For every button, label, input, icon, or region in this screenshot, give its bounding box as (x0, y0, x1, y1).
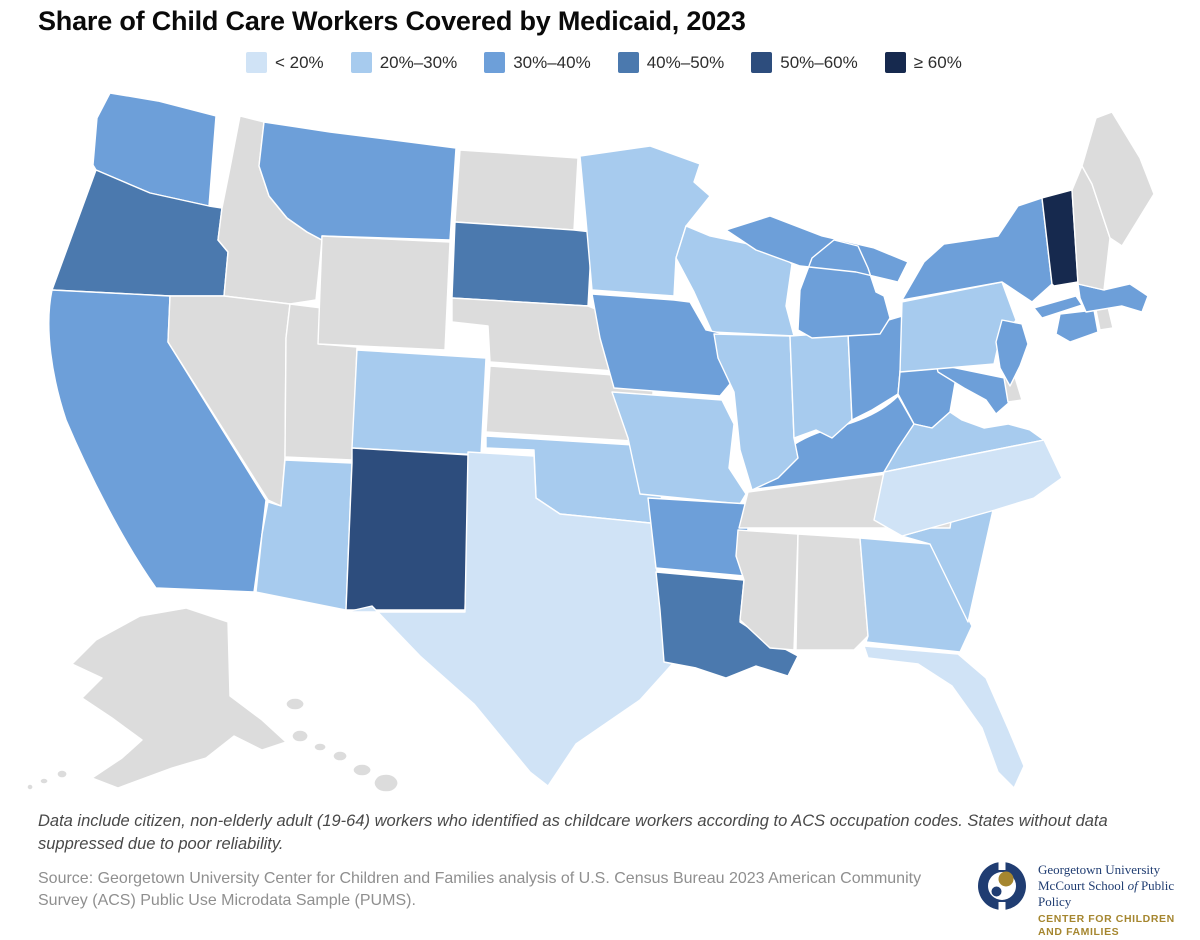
legend-swatch (246, 52, 267, 73)
state-AL[interactable] (795, 533, 869, 651)
logo-org-line1: Georgetown University (1038, 862, 1161, 877)
state-VT[interactable] (1041, 189, 1079, 287)
logo-org-line2: McCourt School of Public Policy (1038, 877, 1175, 909)
state-VA[interactable] (883, 411, 1045, 473)
legend-label: 30%–40% (513, 52, 591, 72)
legend-item-50-60: 50%–60% (751, 52, 858, 73)
state-NJ[interactable] (995, 319, 1029, 387)
state-ME[interactable] (1081, 111, 1155, 247)
state-NC[interactable] (873, 439, 1063, 537)
legend-swatch (350, 52, 372, 73)
state-AR[interactable] (647, 497, 751, 577)
legend-item-gte60: ≥ 60% (884, 52, 962, 73)
legend-item-30-40: 30%–40% (484, 52, 591, 73)
state-NY[interactable] (901, 197, 1083, 319)
legend-item-20-30: 20%–30% (350, 52, 458, 73)
org-logo: Georgetown University McCourt School of … (976, 860, 1200, 940)
georgetown-ccf-logo-icon (978, 860, 1026, 912)
state-HI[interactable] (285, 697, 399, 793)
state-SD[interactable] (451, 221, 593, 307)
logo-center-line1: CENTER FOR CHILDREN (1038, 912, 1175, 925)
state-MA[interactable] (1077, 283, 1149, 313)
state-MI[interactable] (725, 215, 909, 339)
legend-item-lt20: < 20% (246, 52, 324, 73)
data-note: Data include citizen, non-elderly adult … (38, 812, 1108, 853)
source-note: Source: Georgetown University Center for… (38, 870, 922, 910)
legend-swatch (884, 52, 906, 73)
state-IN[interactable] (789, 331, 853, 439)
state-NM[interactable] (345, 447, 471, 611)
legend-label: < 20% (275, 52, 324, 72)
state-CO[interactable] (351, 349, 487, 456)
state-CA[interactable] (48, 289, 267, 593)
legend-swatch (484, 52, 506, 73)
state-FL[interactable] (863, 645, 1025, 789)
legend-label: ≥ 60% (913, 52, 962, 72)
page-title: Share of Child Care Workers Covered by M… (38, 6, 746, 36)
logo-center-line2: AND FAMILIES (1038, 926, 1120, 939)
legend-label: 20%–30% (379, 52, 458, 72)
legend-swatch (617, 52, 639, 73)
logo-text: Georgetown University McCourt School of … (1038, 860, 1200, 940)
legend: < 20% 20%–30% 30%–40% 40%–50% 50%–60% ≥ 60% (246, 52, 989, 73)
state-MO[interactable] (611, 391, 747, 505)
legend-label: 50%–60% (780, 52, 858, 72)
state-ND[interactable] (454, 149, 579, 231)
legend-label: 40%–50% (646, 52, 725, 72)
state-TX[interactable] (345, 451, 677, 787)
state-WY[interactable] (317, 235, 451, 351)
state-AK[interactable] (26, 607, 287, 791)
state-CT[interactable] (1055, 309, 1099, 343)
legend-swatch (751, 52, 773, 73)
legend-item-40-50: 40%–50% (617, 52, 725, 73)
